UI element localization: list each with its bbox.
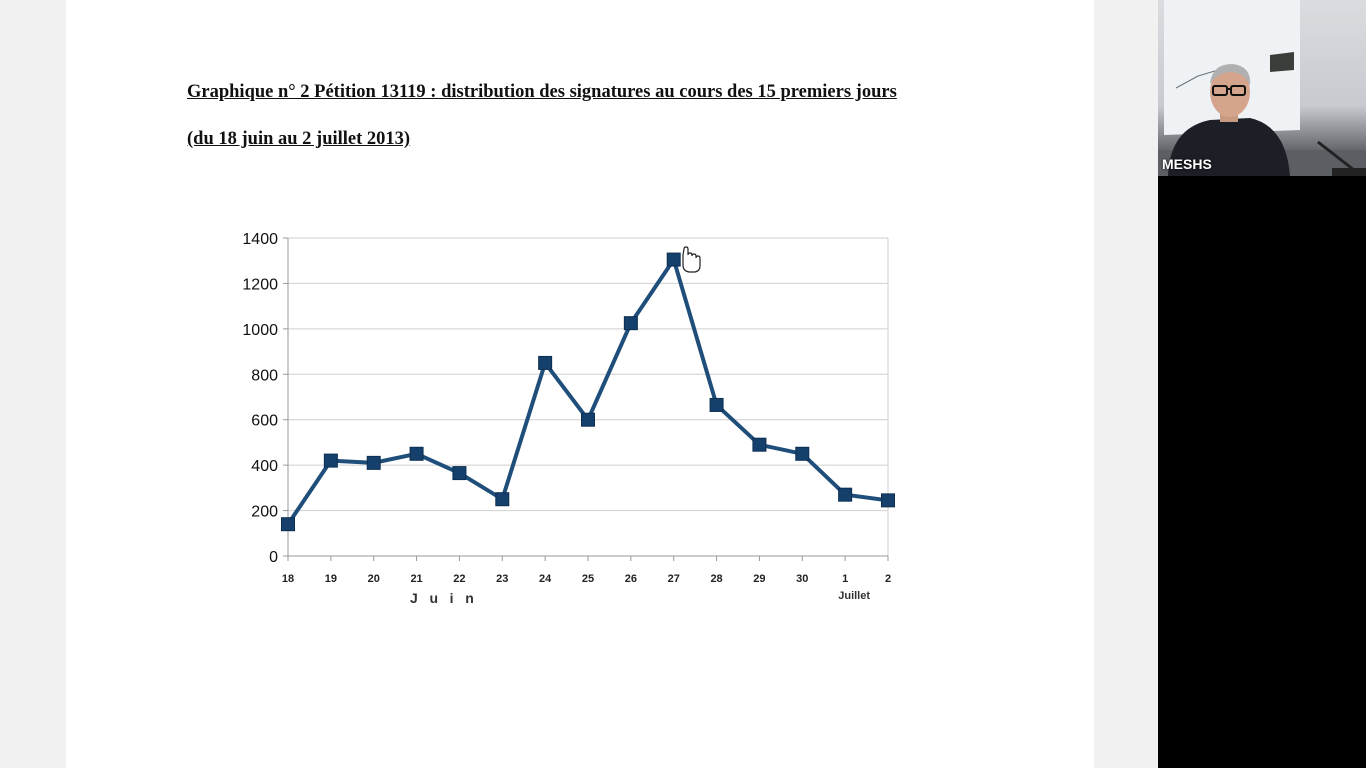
y-tick-label: 1000 [242,322,278,339]
chart-subtitle: (du 18 juin au 2 juillet 2013) [187,129,411,149]
month-label-june: J u i n [410,590,474,606]
x-tick-label: 18 [282,573,294,585]
data-point-2 [881,493,895,508]
x-tick-labels: 18 19 20 21 22 23 24 25 26 27 28 29 30 1 2 [282,573,891,585]
x-tick-label: 27 [668,573,680,585]
document-page: Graphique n° 2 Pétition 13119 : distribu… [66,0,1094,768]
x-tick-label: 20 [368,573,380,585]
data-point-19 [323,453,338,468]
x-tick-label: 2 [885,573,891,585]
x-tick-label: 26 [625,573,637,585]
data-point-27 [666,252,681,267]
data-point-25 [581,412,595,427]
x-tick-label: 21 [410,573,422,585]
data-point-29 [752,437,767,452]
video-panel: MESHS [1158,0,1366,768]
data-point-21 [409,446,424,461]
x-tick-label: 1 [842,573,848,585]
data-point-20 [366,455,381,470]
data-point-26 [623,316,638,331]
participant-name-label: MESHS [1162,156,1212,172]
chart-gridlines [288,237,889,556]
y-tick-label: 200 [251,504,278,521]
month-label-july: Juillet [838,590,870,602]
series-markers [281,252,895,532]
y-tick-labels: 0 200 400 600 800 1000 1200 1400 [242,231,278,566]
y-tick-label: 1200 [242,276,278,293]
x-tick-label: 22 [453,573,465,585]
y-tick-label: 0 [269,549,278,566]
x-tick-label: 28 [710,573,722,585]
y-tick-label: 800 [251,367,278,384]
plot-area [288,238,888,556]
y-tick-label: 1400 [242,231,278,248]
y-tick-label: 600 [251,413,278,430]
data-point-23 [495,492,510,507]
x-tick-label: 23 [496,573,508,585]
participant-video: MESHS [1158,0,1366,176]
y-tick-label: 400 [251,458,278,475]
x-tick-label: 25 [582,573,594,585]
stage-left-margin [0,0,66,768]
speaker-image [1158,0,1366,176]
chart-axes [283,237,889,561]
data-point-1 [838,487,853,502]
data-point-30 [795,446,810,461]
data-point-22 [452,466,467,481]
x-tick-label: 24 [539,573,552,585]
hand-cursor-icon [682,246,701,273]
data-point-18 [281,517,295,532]
x-tick-label: 30 [796,573,808,585]
chart-title: Graphique n° 2 Pétition 13119 : distribu… [187,82,897,102]
data-point-24 [538,355,553,370]
stage-right-margin [1094,0,1158,768]
data-point-28 [709,397,724,412]
x-tick-label: 19 [325,573,337,585]
x-tick-label: 29 [753,573,765,585]
